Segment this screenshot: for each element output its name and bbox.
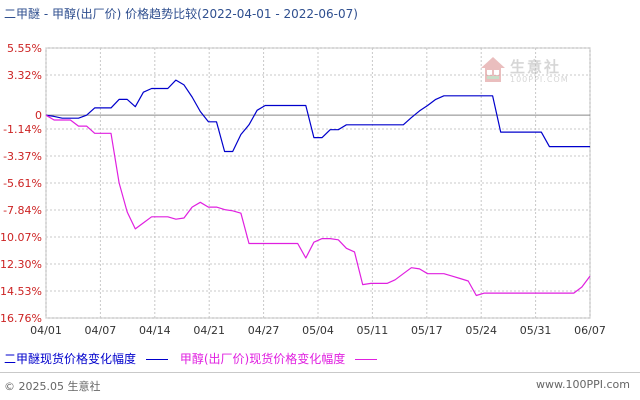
legend-label-series2: 甲醇(出厂价)现货价格变化幅度 (179, 352, 346, 366)
y-tick-label: -12.30% (0, 258, 42, 271)
footer-site-link[interactable]: www.100PPI.com (536, 378, 630, 391)
y-tick-label: -10.07% (0, 231, 42, 244)
x-tick-label: 05/24 (465, 324, 497, 337)
legend-swatch-series1 (146, 359, 169, 360)
y-tick-label: -16.76% (0, 312, 42, 325)
y-tick-label: -7.84% (3, 204, 42, 217)
chart-legend: 二甲醚现货价格变化幅度 甲醇(出厂价)现货价格变化幅度 (4, 350, 385, 366)
x-tick-label: 04/27 (248, 324, 280, 337)
legend-label-series1: 二甲醚现货价格变化幅度 (4, 352, 137, 366)
watermark-logo: 生意社 100PPI.COM (480, 56, 580, 90)
legend-swatch-series2 (355, 359, 378, 360)
x-tick-label: 04/14 (139, 324, 171, 337)
series-layer (45, 79, 591, 297)
y-tick-label: 0 (35, 109, 42, 122)
watermark-url: 100PPI.COM (510, 75, 569, 84)
footer-divider (0, 372, 640, 373)
house-logo-icon (481, 57, 505, 82)
x-tick-label: 05/31 (520, 324, 552, 337)
y-tick-label: -5.61% (3, 177, 42, 190)
axis-layer: 5.55% 3.32% 0-1.14% -3.37% -5.61% -7.84% -10.0… (0, 42, 606, 337)
x-tick-label: 04/01 (30, 324, 62, 337)
legend-item-series1: 二甲醚现货价格变化幅度 (4, 350, 169, 367)
y-tick-label: 3.32% (7, 69, 42, 82)
y-tick-label: -1.14% (3, 123, 42, 136)
x-tick-label: 04/07 (85, 324, 117, 337)
series-line-1 (45, 79, 590, 153)
series-line-2 (45, 114, 591, 297)
legend-item-series2: 甲醇(出厂价)现货价格变化幅度 (179, 350, 378, 367)
footer-copyright: © 2025.05 生意社 (4, 380, 101, 393)
x-tick-label: 05/04 (302, 324, 334, 337)
chart-title: 二甲醚 - 甲醇(出厂价) 价格趋势比较(2022-04-01 - 2022-0… (4, 7, 358, 21)
y-tick-label: -14.53% (0, 285, 42, 298)
grid-layer (45, 47, 591, 319)
watermark-name: 生意社 (510, 58, 562, 76)
y-tick-label: -3.37% (3, 150, 42, 163)
x-tick-label: 05/17 (411, 324, 443, 337)
x-tick-label: 06/07 (574, 324, 606, 337)
x-tick-label: 04/21 (193, 324, 225, 337)
x-tick-label: 05/11 (357, 324, 389, 337)
y-tick-label: 5.55% (7, 42, 42, 55)
